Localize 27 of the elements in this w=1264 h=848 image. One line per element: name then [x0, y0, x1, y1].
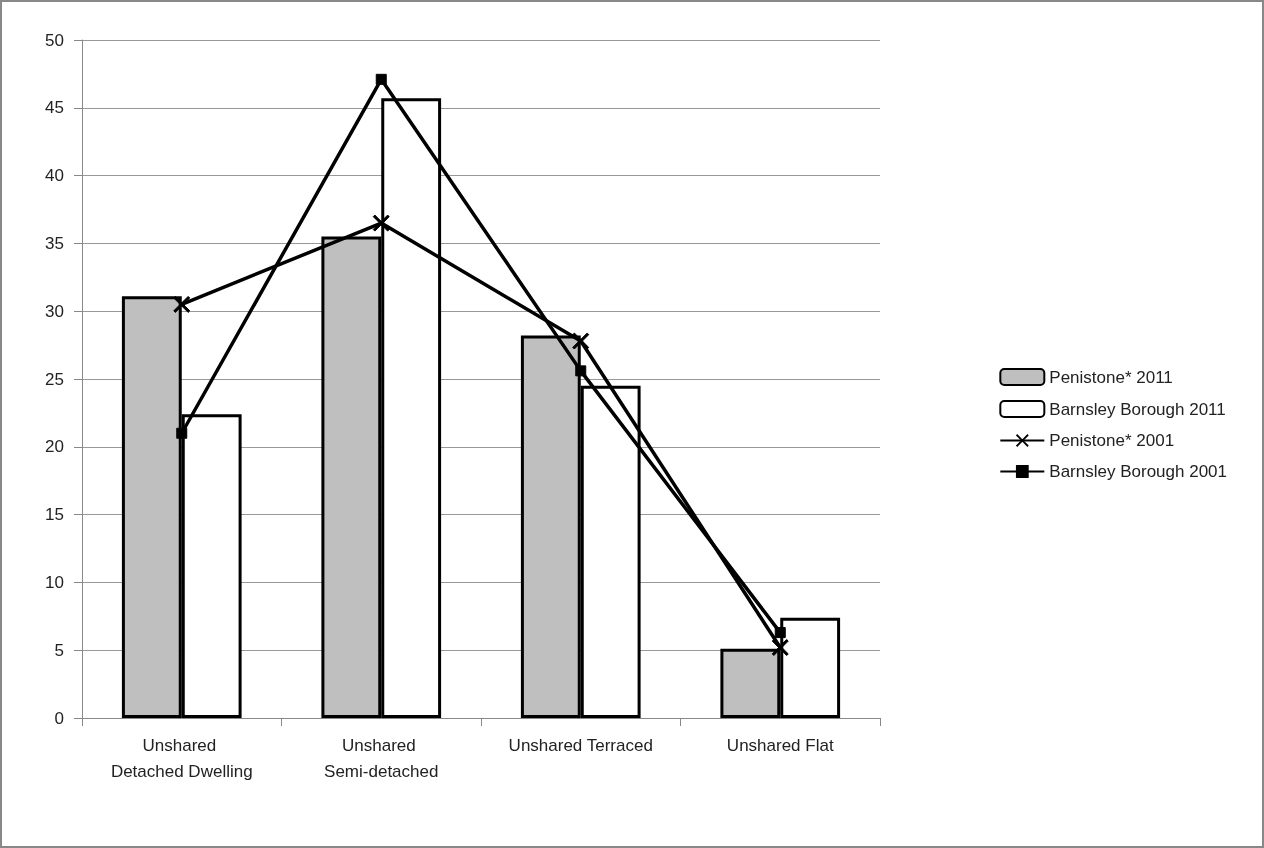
- y-tick-label: 10: [45, 572, 64, 592]
- point: [176, 427, 188, 439]
- y-tick-label: 40: [45, 166, 64, 186]
- y-tick-label: 5: [54, 640, 64, 660]
- point: [572, 332, 590, 350]
- point: [173, 295, 191, 313]
- y-tick-label: 35: [45, 233, 64, 253]
- point: [375, 73, 387, 85]
- legend-label: Barnsley Borough 2011: [1049, 399, 1226, 419]
- x-tick-label: Unshared Flat: [726, 735, 834, 755]
- x-tick-label: Unshared Detached Dwelling: [110, 735, 253, 781]
- x-tick-label: Unshared Terraced: [508, 735, 653, 755]
- y-tick-label: 0: [54, 708, 64, 728]
- y-tick-label: 45: [45, 98, 64, 118]
- legend-label: Penistone* 2001: [1049, 431, 1175, 450]
- y-tick-label: 50: [45, 30, 64, 50]
- point: [575, 365, 587, 377]
- x-tick-label: Unshared Semi-detached: [324, 735, 439, 781]
- y-tick-label: 15: [45, 505, 64, 525]
- point: [372, 214, 390, 232]
- point: [771, 638, 789, 656]
- y-tick-label: 25: [45, 369, 64, 389]
- y-tick-label: 20: [45, 437, 64, 457]
- y-tick-label: 30: [45, 301, 64, 321]
- point: [774, 627, 786, 639]
- legend-label: Barnsley Borough 2001: [1049, 462, 1228, 481]
- legend-label: Penistone* 2011: [1049, 367, 1173, 387]
